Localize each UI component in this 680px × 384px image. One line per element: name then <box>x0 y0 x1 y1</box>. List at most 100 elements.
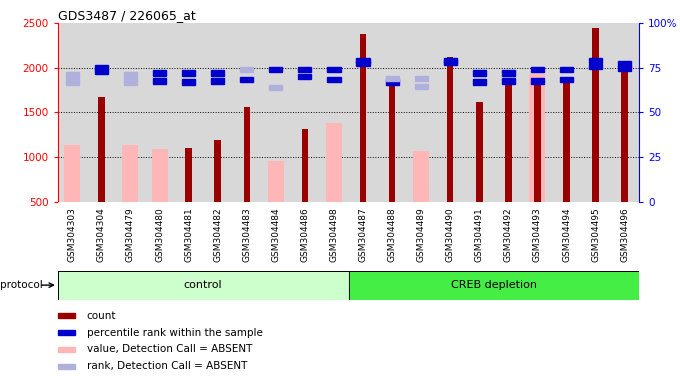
Bar <box>145 23 174 202</box>
Bar <box>534 79 541 202</box>
Bar <box>58 364 75 369</box>
Bar <box>124 72 137 78</box>
Bar <box>476 103 483 202</box>
Bar <box>502 78 515 84</box>
Bar <box>211 78 224 84</box>
Bar <box>66 72 79 78</box>
Bar <box>415 84 428 89</box>
Bar <box>377 23 407 202</box>
Bar <box>436 23 465 202</box>
Text: GSM304304: GSM304304 <box>97 207 106 262</box>
Bar <box>58 271 348 300</box>
Bar <box>618 61 631 67</box>
Text: count: count <box>87 311 116 321</box>
Bar <box>386 76 398 81</box>
Bar <box>348 23 377 202</box>
Text: GSM304489: GSM304489 <box>417 207 426 262</box>
Bar <box>447 57 454 202</box>
Bar <box>589 64 602 70</box>
Bar <box>152 149 167 202</box>
Bar <box>58 313 75 318</box>
Text: GSM304482: GSM304482 <box>214 207 222 262</box>
Bar <box>618 66 631 71</box>
Bar <box>505 79 511 202</box>
Text: GSM304491: GSM304491 <box>475 207 483 262</box>
Bar <box>116 23 145 202</box>
Bar <box>153 78 166 84</box>
Text: GSM304486: GSM304486 <box>301 207 309 262</box>
Text: value, Detection Call = ABSENT: value, Detection Call = ABSENT <box>87 344 252 354</box>
Text: control: control <box>184 280 222 290</box>
Text: GSM304481: GSM304481 <box>184 207 193 262</box>
Bar <box>299 74 311 79</box>
Bar <box>58 347 75 352</box>
Bar <box>87 23 116 202</box>
Text: GSM304494: GSM304494 <box>562 207 571 262</box>
Bar <box>444 60 457 65</box>
Bar <box>531 78 544 84</box>
Bar <box>494 23 523 202</box>
Bar <box>356 58 369 63</box>
Text: GSM304492: GSM304492 <box>504 207 513 262</box>
Bar <box>269 67 282 72</box>
Bar <box>389 82 395 202</box>
Text: protocol: protocol <box>0 280 43 290</box>
Bar <box>214 140 221 202</box>
Bar <box>58 330 75 335</box>
Bar <box>232 23 261 202</box>
Bar <box>269 84 282 90</box>
Bar <box>211 70 224 76</box>
Bar <box>182 79 195 84</box>
Bar <box>243 107 250 202</box>
Bar <box>610 23 639 202</box>
Bar <box>203 23 232 202</box>
Text: GSM304488: GSM304488 <box>388 207 396 262</box>
Bar <box>66 79 79 84</box>
Bar <box>407 23 436 202</box>
Bar <box>240 67 253 72</box>
Bar <box>592 28 599 202</box>
Bar <box>552 23 581 202</box>
Bar <box>502 70 515 76</box>
Text: percentile rank within the sample: percentile rank within the sample <box>87 328 262 338</box>
Bar <box>186 148 192 202</box>
Bar <box>302 129 308 202</box>
Bar <box>523 23 552 202</box>
Bar <box>240 77 253 82</box>
Text: GSM304493: GSM304493 <box>533 207 542 262</box>
Text: CREB depletion: CREB depletion <box>451 280 537 290</box>
Bar <box>360 34 367 202</box>
Bar <box>386 79 398 84</box>
Bar <box>98 97 105 202</box>
Bar <box>356 61 369 66</box>
Text: GSM304495: GSM304495 <box>591 207 600 262</box>
Bar <box>58 23 87 202</box>
Bar <box>174 23 203 202</box>
Bar <box>560 67 573 72</box>
Bar <box>473 70 486 76</box>
Bar <box>581 23 610 202</box>
Bar <box>589 58 602 63</box>
Text: rank, Detection Call = ABSENT: rank, Detection Call = ABSENT <box>87 361 248 371</box>
Bar <box>182 70 195 76</box>
Bar <box>328 77 341 82</box>
Bar <box>122 146 139 202</box>
Bar <box>326 123 342 202</box>
Bar <box>444 58 457 63</box>
Text: GSM304490: GSM304490 <box>446 207 455 262</box>
Bar <box>465 23 494 202</box>
Bar <box>563 79 570 202</box>
Bar <box>320 23 348 202</box>
Bar <box>328 67 341 72</box>
Bar <box>530 74 545 202</box>
Bar <box>299 67 311 72</box>
Text: GSM304496: GSM304496 <box>620 207 629 262</box>
Bar <box>261 23 290 202</box>
Text: GSM304479: GSM304479 <box>126 207 135 262</box>
Bar <box>622 63 628 202</box>
Bar <box>153 70 166 76</box>
Text: GSM304303: GSM304303 <box>68 207 77 262</box>
Text: GSM304483: GSM304483 <box>242 207 251 262</box>
Bar <box>95 65 108 70</box>
Text: GSM304484: GSM304484 <box>271 207 280 262</box>
